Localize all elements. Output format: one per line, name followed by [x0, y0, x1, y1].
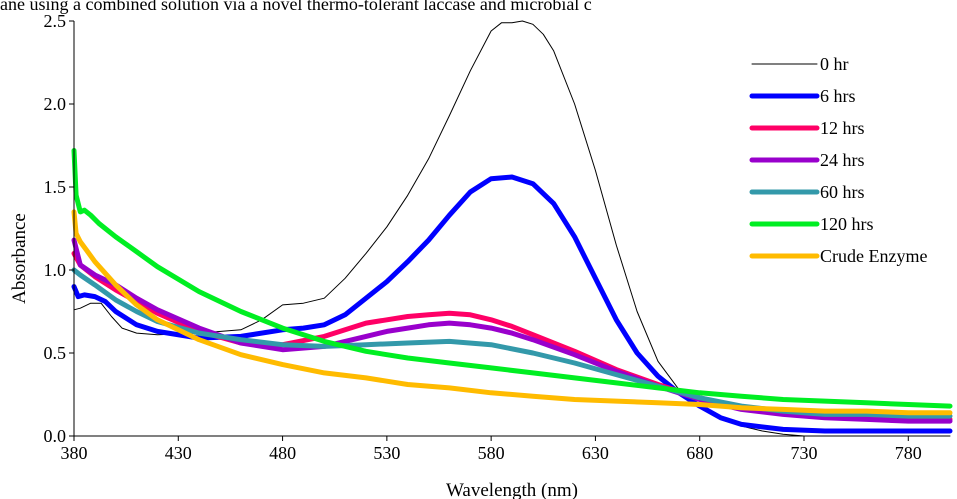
x-tick-label: 780 — [895, 443, 922, 463]
x-tick-label: 480 — [269, 443, 296, 463]
y-tick-label: 0.5 — [44, 343, 67, 363]
legend-label-120-hrs: 120 hrs — [820, 214, 874, 234]
legend-label-12-hrs: 12 hrs — [820, 118, 865, 138]
series-line-6-hrs — [71, 174, 953, 434]
y-tick-label: 1.5 — [44, 177, 67, 197]
legend-label-24-hrs: 24 hrs — [820, 150, 865, 170]
legend-label-0-hr: 0 hr — [820, 54, 849, 74]
y-axis-title: Absorbance — [9, 213, 30, 304]
x-tick-label: 630 — [582, 443, 609, 463]
x-axis-title: Wavelength (nm) — [446, 480, 578, 499]
x-tick-label: 680 — [686, 443, 713, 463]
legend-label-60-hrs: 60 hrs — [820, 182, 865, 202]
figure-caption-fragment: ane using a combined solution via a nove… — [0, 0, 592, 14]
series-line-crude-enzyme — [71, 209, 953, 416]
x-tick-label: 430 — [165, 443, 192, 463]
y-tick-label: 2.0 — [44, 94, 67, 114]
x-tick-label: 580 — [478, 443, 505, 463]
y-tick-label: 2.5 — [44, 11, 67, 31]
x-tick-label: 530 — [373, 443, 400, 463]
x-tick-label: 380 — [61, 443, 88, 463]
legend-background — [748, 50, 957, 76]
legend-label-crude-enzyme: Crude Enzyme — [820, 246, 927, 266]
series-line-120-hrs — [71, 148, 953, 409]
y-tick-label: 1.0 — [44, 260, 67, 280]
legend-label-6-hrs: 6 hrs — [820, 86, 856, 106]
y-tick-label: 0.0 — [44, 426, 67, 446]
x-tick-label: 730 — [791, 443, 818, 463]
